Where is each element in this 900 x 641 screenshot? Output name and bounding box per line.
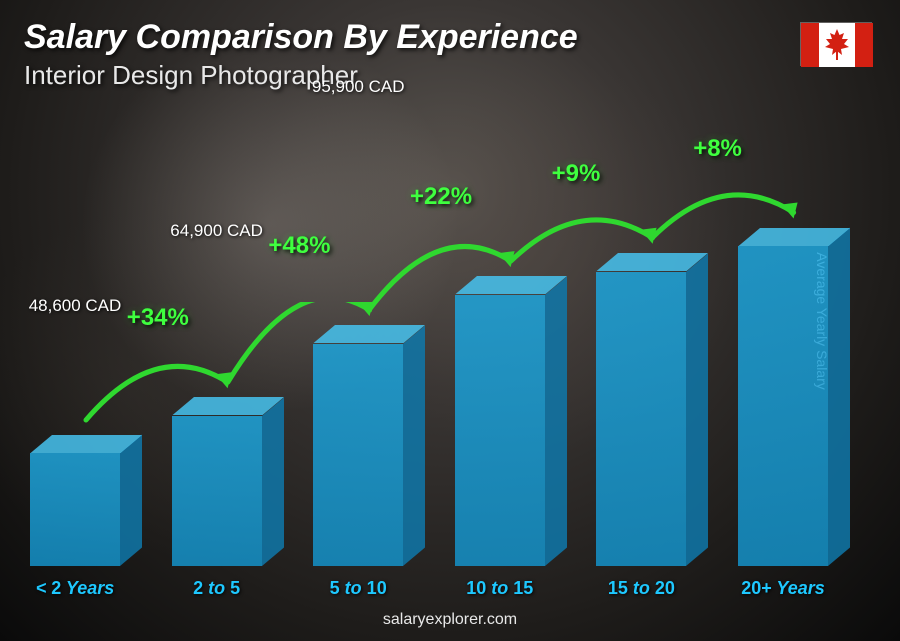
bar-side-face	[403, 325, 425, 566]
bar-group: 127,000 CAD15 to 20	[596, 272, 686, 566]
bar-front-face	[313, 344, 403, 566]
percent-increase-badge: +8%	[693, 135, 742, 163]
bar-group: 138,000 CAD20+ Years	[738, 246, 828, 566]
x-axis-category-label: 20+ Years	[741, 578, 825, 599]
x-axis-category-label: 5 to 10	[330, 578, 387, 599]
bar-value-label: 48,600 CAD	[29, 296, 122, 316]
attribution-text: salaryexplorer.com	[383, 611, 517, 629]
bar-group: 48,600 CAD< 2 Years	[30, 453, 120, 566]
bar-value-label: 95,900 CAD	[312, 77, 405, 97]
bar-front-face	[30, 453, 120, 566]
percent-increase-badge: +22%	[410, 183, 472, 211]
bar-front-face	[596, 272, 686, 566]
page-subtitle: Interior Design Photographer	[24, 60, 358, 91]
percent-increase-badge: +9%	[552, 160, 601, 188]
bar-group: 95,900 CAD5 to 10	[313, 344, 403, 566]
percent-increase-badge: +34%	[127, 304, 189, 332]
canada-flag-icon	[800, 22, 872, 66]
bar-group: 117,000 CAD10 to 15	[455, 295, 545, 566]
bar-side-face	[262, 397, 284, 566]
page-title: Salary Comparison By Experience	[24, 18, 578, 57]
bar-side-face	[545, 276, 567, 566]
x-axis-category-label: 10 to 15	[466, 578, 533, 599]
x-axis-category-label: < 2 Years	[36, 578, 115, 599]
chart-area: 48,600 CAD< 2 Years 64,900 CAD2 to 5 95,90…	[30, 100, 850, 566]
x-axis-category-label: 15 to 20	[608, 578, 675, 599]
bar-front-face	[172, 416, 262, 566]
bar-side-face	[828, 228, 850, 566]
chart-container: Salary Comparison By Experience Interior…	[0, 0, 900, 641]
bar-side-face	[686, 253, 708, 566]
bar-value-label: 64,900 CAD	[170, 221, 263, 241]
bar-front-face	[455, 295, 545, 566]
percent-increase-badge: +48%	[268, 232, 330, 260]
bar-front-face	[738, 246, 828, 566]
bar-group: 64,900 CAD2 to 5	[172, 416, 262, 566]
bar-side-face	[120, 435, 142, 566]
x-axis-category-label: 2 to 5	[193, 578, 240, 599]
